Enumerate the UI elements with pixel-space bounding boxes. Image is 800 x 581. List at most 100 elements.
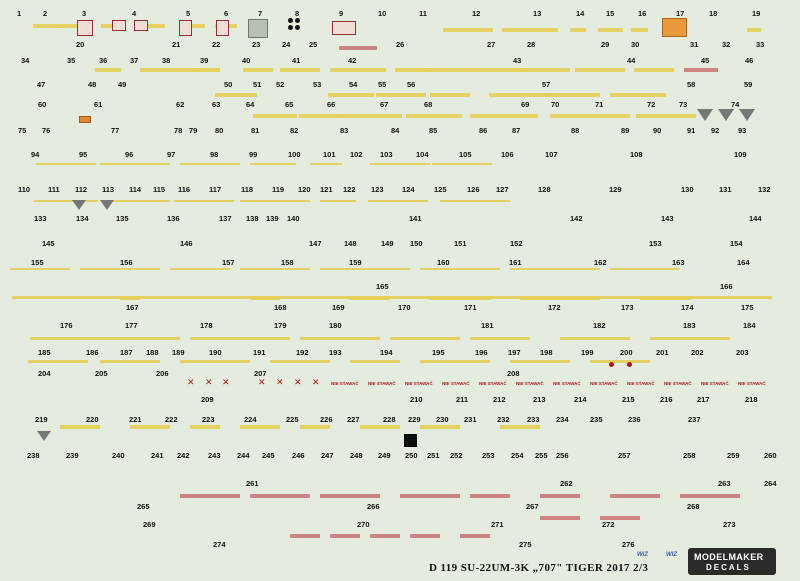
decal-strip bbox=[339, 46, 377, 50]
decal-strip bbox=[747, 28, 761, 32]
decal-number: 91 bbox=[687, 126, 696, 135]
decal-number: 156 bbox=[120, 258, 133, 267]
decal-strip bbox=[680, 494, 740, 498]
decal-number: 48 bbox=[88, 80, 97, 89]
decal-number: 27 bbox=[487, 40, 496, 49]
logo-line-2: DECALS bbox=[706, 563, 751, 572]
decal-number: 239 bbox=[66, 451, 79, 460]
decal-number: 65 bbox=[285, 100, 294, 109]
stencil-nie-stawac-11: NIE STAWAĆ bbox=[701, 381, 729, 386]
decal-number: 47 bbox=[37, 80, 46, 89]
decal-strip bbox=[320, 494, 380, 498]
decal-number: 14 bbox=[576, 9, 585, 18]
decal-number: 103 bbox=[380, 150, 393, 159]
decal-strip bbox=[443, 28, 493, 32]
decal-number: 180 bbox=[329, 321, 342, 330]
decal-number: 262 bbox=[560, 479, 573, 488]
decal-number: 121 bbox=[320, 185, 333, 194]
decal-number: 34 bbox=[21, 56, 30, 65]
decal-number: 147 bbox=[309, 239, 322, 248]
red-dot-1 bbox=[609, 362, 614, 367]
decal-square-5 bbox=[179, 20, 192, 36]
decal-number: 97 bbox=[167, 150, 176, 159]
decal-number: 192 bbox=[296, 348, 309, 357]
dot-8c bbox=[288, 25, 293, 30]
decal-number: 98 bbox=[210, 150, 219, 159]
decal-number: 142 bbox=[570, 214, 583, 223]
decal-number: 8 bbox=[295, 9, 300, 18]
decal-strip bbox=[253, 114, 297, 118]
decal-strip bbox=[420, 425, 460, 429]
decal-number: 129 bbox=[609, 185, 622, 194]
decal-number: 74 bbox=[731, 100, 740, 109]
decal-black-square-234 bbox=[404, 434, 417, 447]
decal-number: 145 bbox=[42, 239, 55, 248]
decal-number: 258 bbox=[683, 451, 696, 460]
decal-number: 199 bbox=[581, 348, 594, 357]
decal-number: 82 bbox=[290, 126, 299, 135]
decal-number: 25 bbox=[309, 40, 318, 49]
decal-number: 276 bbox=[622, 540, 635, 549]
decal-number: 89 bbox=[621, 126, 630, 135]
decal-number: 251 bbox=[427, 451, 440, 460]
decal-number: 115 bbox=[153, 185, 166, 194]
decal-number: 213 bbox=[533, 395, 546, 404]
decal-number: 167 bbox=[126, 303, 139, 312]
decal-number: 39 bbox=[200, 56, 209, 65]
decal-strip bbox=[550, 114, 630, 118]
decal-number: 177 bbox=[125, 321, 138, 330]
decal-number: 146 bbox=[180, 239, 193, 248]
decal-strip bbox=[140, 68, 200, 72]
decal-number: 90 bbox=[653, 126, 662, 135]
decal-strip bbox=[350, 296, 390, 300]
decal-number: 30 bbox=[631, 40, 640, 49]
decal-number: 96 bbox=[125, 150, 134, 159]
decal-strip bbox=[243, 68, 273, 72]
decal-number: 176 bbox=[60, 321, 73, 330]
decal-number: 237 bbox=[688, 415, 701, 424]
decal-strip bbox=[104, 200, 170, 202]
cross-mark-7: ✕ bbox=[312, 378, 320, 388]
stencil-nie-stawac-8: NIE STAWAĆ bbox=[590, 381, 618, 386]
decal-number: 60 bbox=[38, 100, 47, 109]
decal-strip bbox=[30, 337, 180, 340]
decal-number: 150 bbox=[410, 239, 423, 248]
decal-strip bbox=[180, 163, 240, 165]
decal-number: 118 bbox=[241, 185, 254, 194]
decal-strip bbox=[430, 93, 470, 97]
decal-number: 216 bbox=[660, 395, 673, 404]
decal-number: 171 bbox=[464, 303, 477, 312]
decal-number: 58 bbox=[687, 80, 696, 89]
decal-number: 250 bbox=[405, 451, 418, 460]
decal-number: 149 bbox=[381, 239, 394, 248]
decal-square-6 bbox=[216, 20, 229, 36]
decal-number: 254 bbox=[511, 451, 524, 460]
decal-number: 78 bbox=[174, 126, 183, 135]
decal-number: 11 bbox=[419, 9, 427, 18]
decal-strip bbox=[33, 24, 63, 28]
decal-strip bbox=[470, 494, 510, 498]
cross-mark-5: ✕ bbox=[276, 378, 284, 388]
decal-number: 172 bbox=[548, 303, 561, 312]
decal-number: 132 bbox=[758, 185, 771, 194]
decal-number: 63 bbox=[212, 100, 221, 109]
decal-number: 24 bbox=[282, 40, 291, 49]
decal-strip bbox=[610, 93, 666, 97]
decal-strip bbox=[640, 296, 690, 300]
decal-number: 125 bbox=[434, 185, 447, 194]
decal-number: 215 bbox=[622, 395, 635, 404]
decal-number: 165 bbox=[376, 282, 389, 291]
decal-number: 36 bbox=[99, 56, 108, 65]
decal-number: 42 bbox=[348, 56, 357, 65]
decal-strip bbox=[360, 425, 400, 429]
decal-strip bbox=[420, 360, 490, 363]
decal-number: 4 bbox=[132, 9, 137, 18]
decal-number: 138 bbox=[246, 214, 259, 223]
decal-number: 86 bbox=[479, 126, 488, 135]
cross-mark-3: ✕ bbox=[222, 378, 230, 388]
cross-mark-2: ✕ bbox=[205, 378, 213, 388]
decal-strip bbox=[598, 28, 623, 32]
decal-number: 231 bbox=[464, 415, 477, 424]
decal-number: 235 bbox=[590, 415, 603, 424]
decal-number: 256 bbox=[556, 451, 569, 460]
